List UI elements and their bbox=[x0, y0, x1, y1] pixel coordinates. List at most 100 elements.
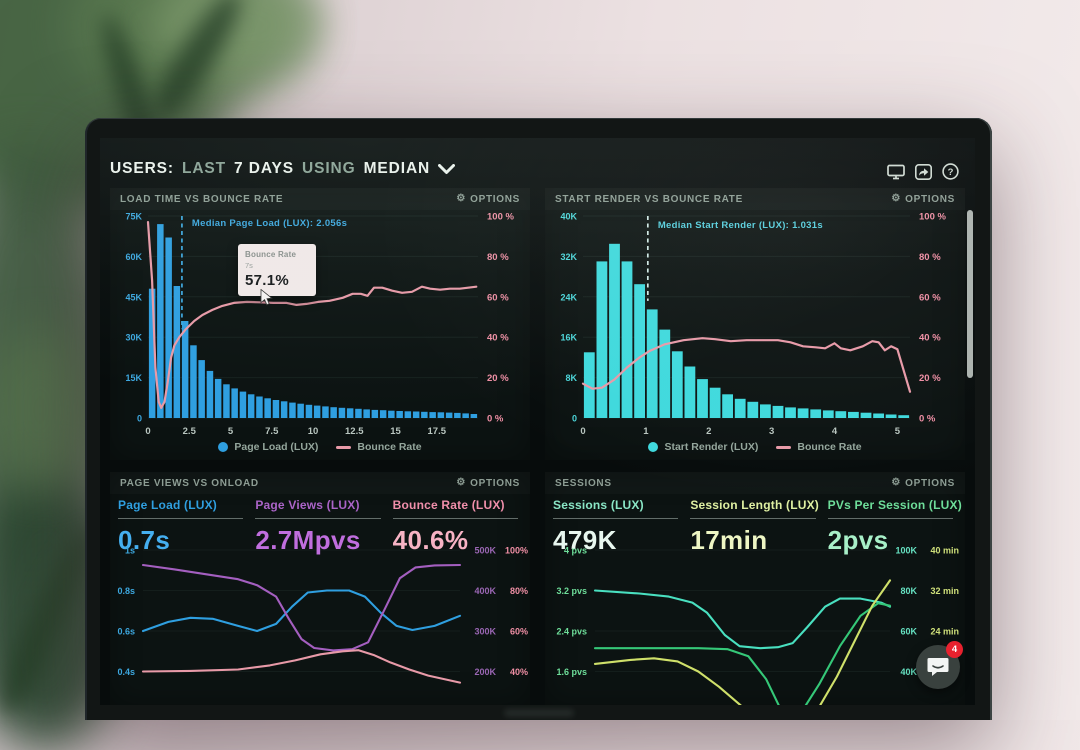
svg-text:0.4s: 0.4s bbox=[117, 667, 135, 677]
chat-button[interactable]: 4 bbox=[916, 641, 963, 689]
topbar-median-label: MEDIAN bbox=[363, 160, 431, 177]
timeframe-dropdown[interactable]: USERS: LAST 7 DAYS USING MEDIAN bbox=[110, 160, 456, 178]
plant-leaf bbox=[142, 0, 254, 129]
svg-text:80K: 80K bbox=[900, 586, 917, 596]
stat-underline bbox=[827, 518, 953, 519]
svg-text:400K: 400K bbox=[474, 586, 496, 596]
panel-title: SESSIONS bbox=[555, 477, 612, 489]
notification-badge: 4 bbox=[946, 641, 963, 658]
panel-title: LOAD TIME VS BOUNCE RATE bbox=[120, 193, 284, 205]
svg-text:0: 0 bbox=[145, 426, 150, 437]
stat-value: 0.7s bbox=[118, 525, 171, 555]
legend-label: Start Render (LUX) bbox=[664, 441, 759, 453]
tooltip-value: 57.1% bbox=[245, 272, 290, 289]
stat-label: Session Length (LUX) bbox=[690, 498, 819, 512]
svg-text:4: 4 bbox=[832, 426, 838, 437]
svg-text:7.5: 7.5 bbox=[265, 426, 279, 437]
svg-text:60 %: 60 % bbox=[919, 292, 941, 303]
page-load-dot-icon bbox=[218, 442, 229, 452]
svg-text:0.8s: 0.8s bbox=[117, 586, 135, 596]
chart-legend: Start Render (LUX) Bounce Rate bbox=[545, 441, 965, 453]
stat-value: 17min bbox=[690, 525, 768, 555]
svg-text:75K: 75K bbox=[125, 212, 142, 222]
bounce-rate-line-icon bbox=[776, 445, 792, 449]
options-button[interactable]: ⚙ OPTIONS bbox=[891, 478, 955, 489]
laptop: USERS: LAST 7 DAYS USING MEDIAN ? bbox=[85, 118, 992, 720]
svg-text:1.6 pvs: 1.6 pvs bbox=[556, 667, 587, 677]
stat-value: 40.6% bbox=[392, 525, 469, 555]
legend-label: Page Load (LUX) bbox=[234, 441, 319, 453]
stat-page-views: Page Views (LUX) 2.7Mpvs bbox=[255, 498, 392, 556]
stat-underline bbox=[553, 518, 679, 519]
svg-text:40 %: 40 % bbox=[919, 333, 941, 344]
svg-text:24K: 24K bbox=[560, 292, 577, 302]
display-icon[interactable] bbox=[887, 164, 905, 180]
panel-page-views: PAGE VIEWS VS ONLOAD ⚙ OPTIONS Page Load… bbox=[110, 472, 530, 705]
svg-text:16K: 16K bbox=[560, 333, 577, 343]
svg-text:15K: 15K bbox=[125, 373, 142, 383]
svg-text:1s: 1s bbox=[125, 546, 135, 556]
svg-text:40 %: 40 % bbox=[487, 333, 509, 344]
options-button[interactable]: ⚙ OPTIONS bbox=[456, 194, 520, 205]
svg-text:60K: 60K bbox=[125, 252, 142, 262]
svg-text:40%: 40% bbox=[510, 667, 528, 677]
stat-value: 479K bbox=[553, 525, 617, 555]
svg-text:0 %: 0 % bbox=[487, 414, 504, 425]
options-button[interactable]: ⚙ OPTIONS bbox=[456, 478, 520, 489]
topbar-days-label: 7 DAYS bbox=[234, 160, 295, 177]
stat-label: Page Load (LUX) bbox=[118, 498, 218, 512]
svg-text:45K: 45K bbox=[125, 292, 142, 302]
sessions-chart: 4 pvs 3.2 pvs 2.4 pvs 1.6 pvs 100K 80K 60K 40K 4… bbox=[556, 546, 959, 705]
chat-bubble-icon bbox=[927, 658, 949, 676]
start-render-chart: 40K 32K 24K 16K 8K 0 100 % 80 % 60 % 40 % 20 % 0 % 0… bbox=[560, 212, 946, 438]
tooltip-sub: 7s bbox=[245, 261, 253, 270]
svg-text:100K: 100K bbox=[895, 546, 917, 556]
svg-text:0: 0 bbox=[580, 426, 585, 437]
topbar-using-label: USING bbox=[302, 160, 356, 177]
svg-text:60%: 60% bbox=[510, 627, 528, 637]
svg-text:60 %: 60 % bbox=[487, 292, 509, 303]
topbar-last-label: LAST bbox=[181, 160, 227, 177]
mouse-cursor-icon bbox=[260, 289, 273, 306]
dashboard-screen: USERS: LAST 7 DAYS USING MEDIAN ? bbox=[100, 138, 975, 705]
stat-page-load: Page Load (LUX) 0.7s bbox=[118, 498, 255, 556]
options-label: OPTIONS bbox=[470, 193, 520, 205]
stat-bounce-rate: Bounce Rate (LUX) 40.6% bbox=[392, 498, 530, 556]
stat-underline bbox=[392, 518, 518, 519]
svg-text:2: 2 bbox=[706, 426, 711, 437]
options-label: OPTIONS bbox=[905, 193, 955, 205]
help-icon[interactable]: ? bbox=[942, 163, 959, 180]
svg-text:40 min: 40 min bbox=[930, 546, 959, 556]
svg-text:0.6s: 0.6s bbox=[117, 627, 135, 637]
stat-underline bbox=[255, 518, 381, 519]
scrollbar-thumb[interactable] bbox=[967, 210, 973, 378]
stat-label: PVs Per Session (LUX) bbox=[827, 498, 962, 512]
share-icon[interactable] bbox=[915, 163, 932, 180]
svg-text:3: 3 bbox=[769, 426, 774, 437]
svg-text:0: 0 bbox=[572, 414, 577, 424]
svg-text:5: 5 bbox=[895, 426, 901, 437]
svg-text:2.4 pvs: 2.4 pvs bbox=[556, 627, 587, 637]
svg-text:500K: 500K bbox=[474, 546, 496, 556]
options-button[interactable]: ⚙ OPTIONS bbox=[891, 194, 955, 205]
svg-text:5: 5 bbox=[228, 426, 234, 437]
panel-title: START RENDER VS BOUNCE RATE bbox=[555, 193, 743, 205]
stat-value: 2pvs bbox=[827, 525, 889, 555]
gear-icon: ⚙ bbox=[891, 193, 902, 204]
svg-text:32 min: 32 min bbox=[930, 586, 959, 596]
svg-text:300K: 300K bbox=[474, 627, 496, 637]
stats-row: Page Load (LUX) 0.7s Page Views (LUX) 2.… bbox=[118, 498, 530, 556]
stat-underline bbox=[118, 518, 244, 519]
chevron-down-icon bbox=[438, 163, 456, 174]
svg-text:15: 15 bbox=[390, 426, 401, 437]
options-label: OPTIONS bbox=[470, 477, 520, 489]
legend-label: Bounce Rate bbox=[357, 441, 422, 453]
gear-icon: ⚙ bbox=[456, 193, 467, 204]
svg-text:12.5: 12.5 bbox=[345, 426, 364, 437]
stat-pvs-per-session: PVs Per Session (LUX) 2pvs bbox=[827, 498, 965, 556]
svg-text:0 %: 0 % bbox=[919, 414, 936, 425]
start-render-dot-icon bbox=[648, 442, 659, 452]
gear-icon: ⚙ bbox=[456, 477, 467, 488]
svg-text:2.5: 2.5 bbox=[183, 426, 197, 437]
median-annotation: Median Page Load (LUX): 2.056s bbox=[191, 218, 348, 229]
